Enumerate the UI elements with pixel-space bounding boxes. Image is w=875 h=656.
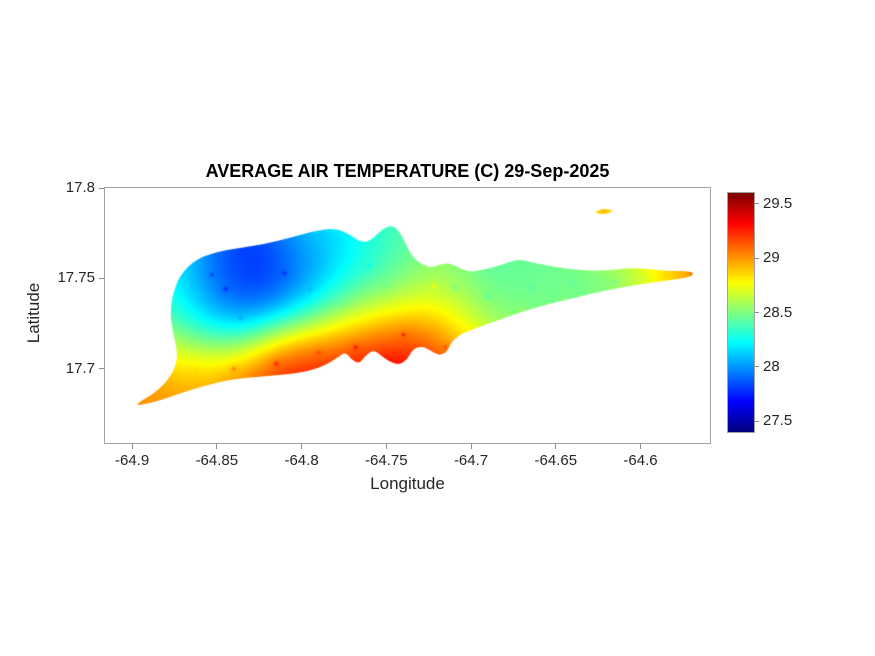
y-tick-mark	[99, 277, 104, 279]
x-tick-label: -64.7	[453, 452, 489, 469]
x-tick-mark	[216, 444, 218, 449]
x-tick-label: -64.9	[115, 452, 150, 469]
colorbar-tick-label: 29.5	[763, 194, 793, 212]
chart-title: AVERAGE AIR TEMPERATURE (C) 29-Sep-2025	[205, 161, 610, 181]
x-tick-mark	[131, 444, 133, 449]
y-tick-label: 17.75	[57, 269, 95, 287]
colorbar	[727, 192, 755, 433]
colorbar-tick-label: 28	[763, 357, 780, 375]
y-tick-label: 17.8	[65, 179, 95, 196]
x-tick-mark	[555, 444, 557, 449]
colorbar-tick-mark	[755, 203, 759, 205]
x-tick-mark	[385, 444, 387, 449]
colorbar-tick-mark	[755, 366, 759, 368]
y-tick-mark	[99, 187, 104, 189]
y-tick-label: 17.7	[65, 359, 95, 377]
colorbar-tick-mark	[755, 257, 759, 259]
colorbar-tick-mark	[755, 420, 759, 422]
x-tick-label: -64.65	[534, 452, 578, 469]
y-axis-label: Latitude	[24, 282, 43, 344]
colorbar-tick-label: 29	[763, 249, 780, 267]
x-tick-label: -64.8	[284, 452, 319, 469]
x-tick-label: -64.6	[623, 452, 658, 469]
colorbar-tick-mark	[755, 312, 759, 313]
x-tick-label: -64.85	[195, 452, 239, 469]
x-tick-label: -64.75	[365, 452, 408, 469]
x-tick-mark	[301, 444, 303, 449]
x-tick-mark	[640, 444, 642, 449]
x-axis-label: Longitude	[370, 474, 445, 493]
y-tick-mark	[99, 368, 104, 370]
temperature-heatmap-canvas	[105, 188, 710, 443]
colorbar-tick-label: 27.5	[763, 412, 793, 430]
colorbar-tick-label: 28.5	[763, 303, 793, 321]
x-tick-mark	[470, 444, 472, 449]
colorbar-gradient-canvas	[728, 193, 754, 432]
plot-area	[104, 187, 711, 444]
